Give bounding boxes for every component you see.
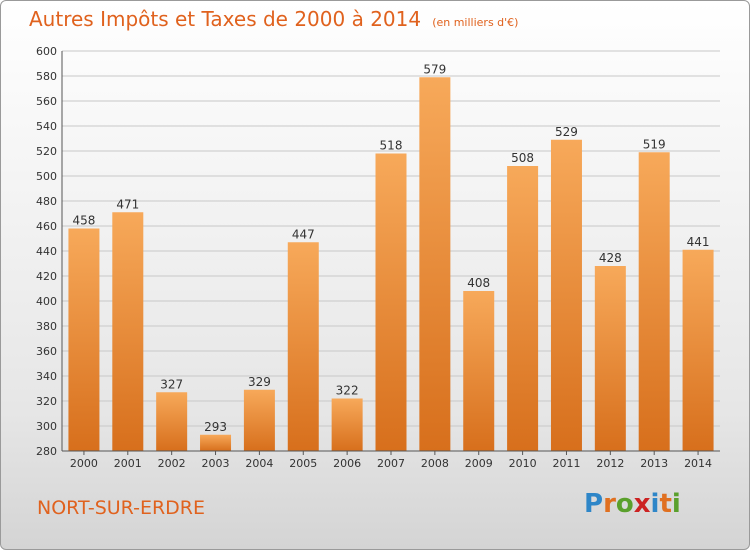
y-tick-label: 300 — [36, 420, 57, 433]
x-tick-label: 2011 — [552, 457, 580, 470]
data-label: 508 — [511, 151, 534, 165]
bar — [68, 228, 100, 451]
y-tick-label: 420 — [36, 270, 57, 283]
logo-letter: o — [615, 489, 634, 519]
y-tick-label: 320 — [36, 395, 57, 408]
logo-letter: P — [584, 489, 604, 519]
data-label: 519 — [643, 137, 666, 151]
logo-letter: r — [603, 489, 616, 519]
y-tick-label: 580 — [36, 70, 57, 83]
labels: 280 300 320 340 360 380 400 420 440 460 480 500 520 5… — [36, 45, 712, 470]
x-tick-label: 2009 — [465, 457, 493, 470]
data-label: 327 — [160, 377, 183, 391]
data-label: 447 — [292, 227, 315, 241]
logo-letter: i — [650, 489, 660, 519]
bar — [594, 266, 626, 451]
data-label: 322 — [336, 384, 359, 398]
data-label: 518 — [380, 139, 403, 153]
bar — [638, 152, 670, 451]
data-label: 408 — [467, 276, 490, 290]
x-tick-label: 2001 — [114, 457, 142, 470]
x-tick-label: 2013 — [640, 457, 668, 470]
data-label: 458 — [72, 214, 95, 228]
proxiti-logo: Proxiti — [584, 489, 681, 519]
x-tick-label: 2012 — [596, 457, 624, 470]
chart-title-text: Autres Impôts et Taxes de 2000 à 2014 — [29, 7, 422, 31]
bar — [331, 398, 363, 451]
x-tick-label: 2007 — [377, 457, 405, 470]
y-tick-label: 340 — [36, 370, 57, 383]
data-label: 579 — [423, 62, 446, 76]
data-label: 471 — [116, 197, 139, 211]
y-tick-label: 600 — [36, 45, 57, 58]
x-tick-label: 2004 — [245, 457, 273, 470]
chart-title: Autres Impôts et Taxes de 2000 à 2014 (e… — [29, 7, 518, 31]
y-tick-label: 380 — [36, 320, 57, 333]
y-tick-label: 440 — [36, 245, 57, 258]
bars — [68, 77, 714, 451]
bar — [419, 77, 451, 451]
y-tick-label: 540 — [36, 120, 57, 133]
bar — [243, 389, 275, 451]
bar — [112, 212, 144, 451]
commune-name: NORT-SUR-ERDRE — [37, 497, 206, 519]
x-tick-label: 2005 — [289, 457, 317, 470]
y-tick-label: 480 — [36, 195, 57, 208]
bar — [550, 139, 582, 451]
data-label: 329 — [248, 375, 271, 389]
x-tick-label: 2002 — [158, 457, 186, 470]
x-tick-label: 2000 — [70, 457, 98, 470]
bar — [507, 166, 539, 451]
chart-unit-note: (en milliers d'€) — [432, 16, 519, 29]
x-tick-label: 2010 — [509, 457, 537, 470]
x-tick-label: 2006 — [333, 457, 361, 470]
y-tick-label: 520 — [36, 145, 57, 158]
data-label: 428 — [599, 251, 622, 265]
logo-letter: t — [659, 489, 672, 519]
bar — [463, 291, 495, 451]
logo-letter: x — [633, 489, 651, 519]
bar — [682, 249, 714, 451]
y-tick-label: 460 — [36, 220, 57, 233]
logo-letter: i — [671, 489, 681, 519]
bar — [287, 242, 319, 451]
x-tick-label: 2008 — [421, 457, 449, 470]
y-tick-label: 360 — [36, 345, 57, 358]
bar — [375, 153, 407, 451]
data-label: 441 — [687, 235, 710, 249]
x-tick-label: 2014 — [684, 457, 712, 470]
bar — [156, 392, 188, 451]
y-tick-label: 560 — [36, 95, 57, 108]
data-label: 293 — [204, 420, 227, 434]
axes — [61, 51, 720, 455]
x-tick-label: 2003 — [202, 457, 230, 470]
bar — [200, 434, 232, 451]
y-tick-label: 400 — [36, 295, 57, 308]
y-tick-label: 500 — [36, 170, 57, 183]
data-label: 529 — [555, 125, 578, 139]
y-tick-label: 280 — [36, 445, 57, 458]
